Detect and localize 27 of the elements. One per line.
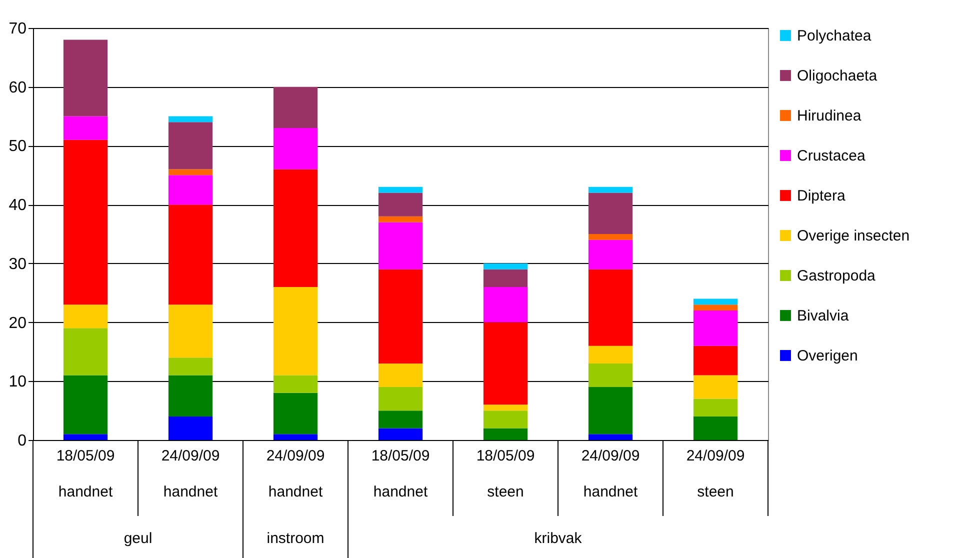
legend-label: Overige insecten [797, 228, 910, 244]
text: kribvak [534, 530, 582, 547]
legend-label: Overigen [797, 348, 858, 364]
legend-label: Crustacea [797, 148, 866, 164]
y-tick-label: 10 [8, 374, 27, 391]
y-tick-label: 60 [8, 79, 27, 96]
legend-label: Oligochaeta [797, 68, 878, 84]
text: instroom [266, 530, 324, 547]
category-label: 24/09/09 steen [686, 448, 745, 500]
y-tick-label: 40 [8, 197, 27, 214]
legend-label: Bivalvia [797, 308, 850, 324]
y-tick-label: 50 [8, 138, 27, 156]
category-label: 24/09/09 handnet [581, 448, 640, 500]
text: geul [124, 530, 152, 547]
legend-label: Gastropoda [797, 268, 876, 284]
category-label: 24/09/09 handnet [161, 448, 220, 500]
legend-label: Polychatea [797, 28, 872, 44]
legend-label: Hirudinea [797, 108, 862, 124]
y-tick-label: 30 [8, 256, 27, 273]
legend-label: Diptera [797, 188, 846, 204]
category-label: 18/05/09 handnet [56, 448, 115, 500]
category-label: 24/09/09 handnet [266, 448, 325, 500]
y-tick-label: 20 [8, 314, 27, 332]
category-label: 18/05/09 steen [476, 448, 535, 500]
y-tick-label: 70 [8, 20, 27, 38]
category-label: 18/05/09 handnet [371, 448, 430, 500]
y-tick-label: 0 [18, 432, 27, 450]
